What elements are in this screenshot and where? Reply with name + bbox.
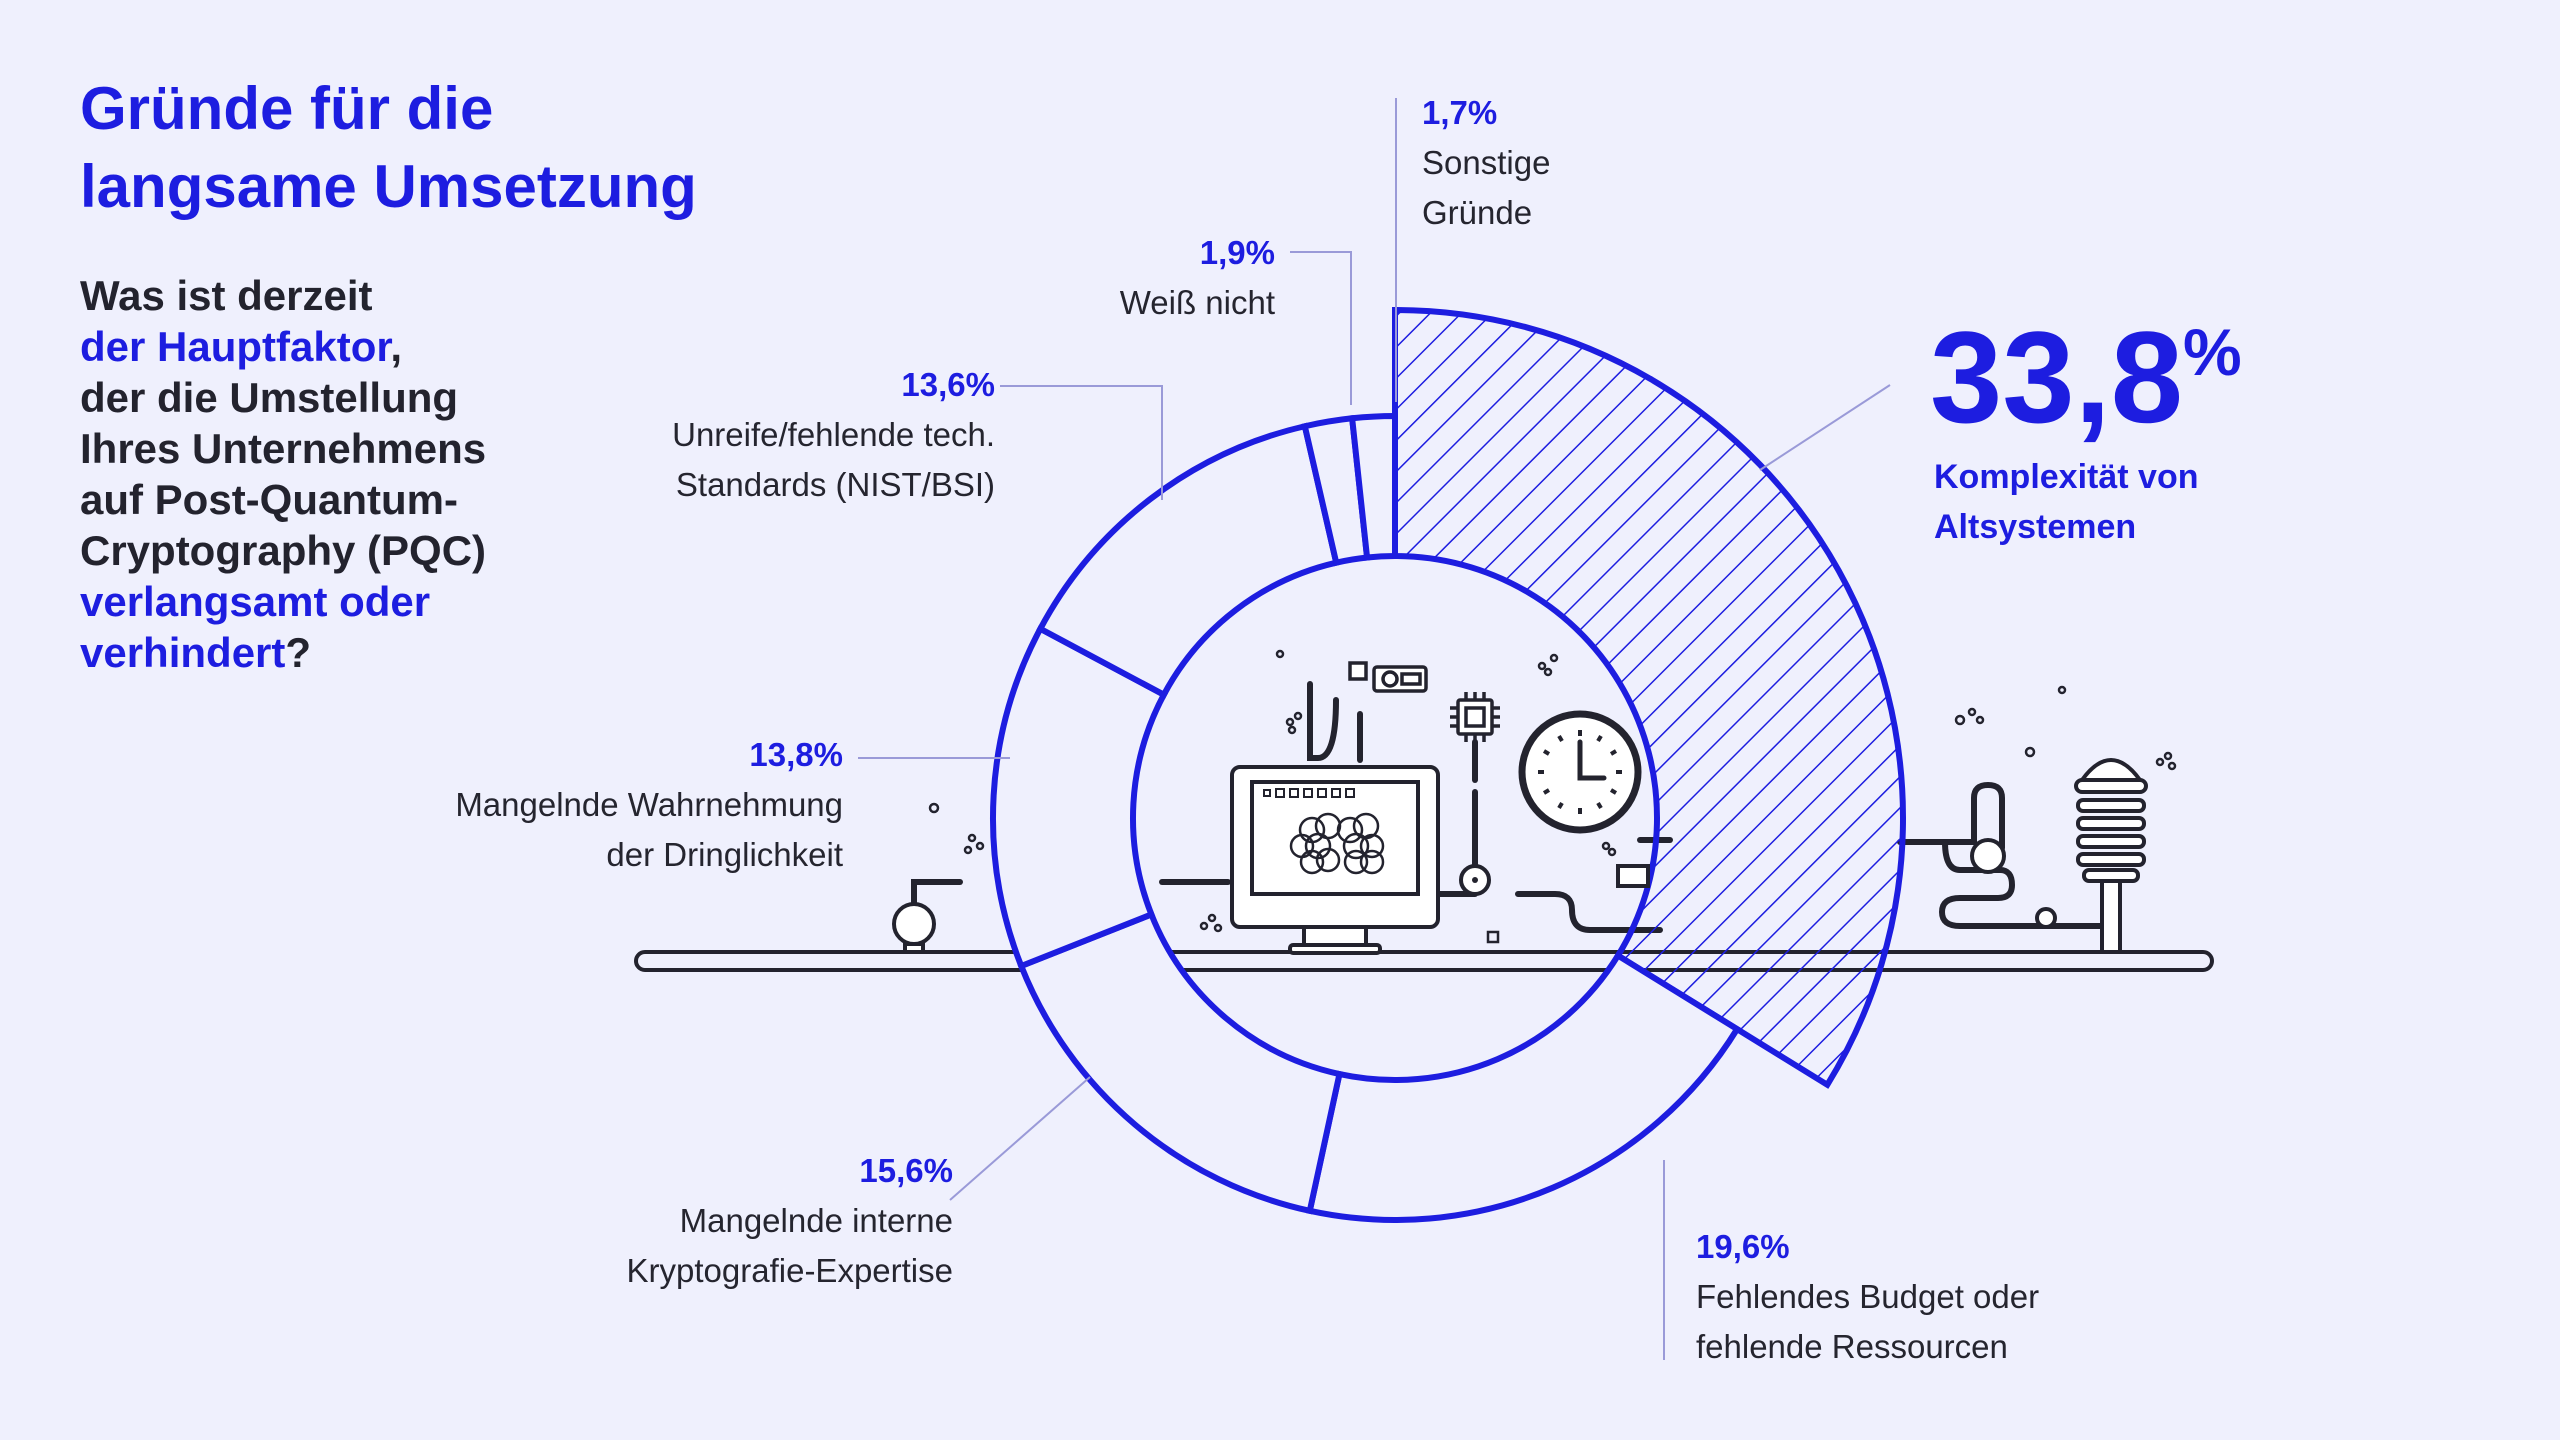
question-text-1: Was ist derzeit <box>80 272 373 319</box>
brain-icon <box>1289 812 1385 875</box>
clock-icon <box>1518 710 1642 834</box>
question-text-2: , <box>390 323 403 370</box>
monitor-icon <box>1230 765 1440 955</box>
slice-value-budget: 19,6% <box>1696 1228 1790 1265</box>
radio-icon <box>1348 661 1428 693</box>
slice-label-unknown: 1,9% Weiß nicht <box>1000 228 1275 328</box>
leader-lines <box>858 98 1891 1360</box>
donut-slice-budget <box>1306 951 1742 1223</box>
gauge-icon <box>892 902 936 954</box>
slice-value-unknown: 1,9% <box>1199 234 1275 271</box>
question-highlight-2: verlangsamt oder <box>80 578 431 625</box>
question-text-6: Cryptography (PQC) <box>80 527 487 574</box>
decor-dots <box>928 649 2177 933</box>
slice-text-expertise-1: Mangelnde interne <box>679 1202 953 1239</box>
slice-text-expertise-2: Kryptografie-Expertise <box>626 1252 953 1289</box>
survey-question: Was ist derzeit der Hauptfaktor, der die… <box>80 270 640 678</box>
chip-icon <box>1450 692 1500 742</box>
page-title: Gründe für die langsame Umsetzung <box>80 70 980 226</box>
slice-value-other: 1,7% <box>1422 94 1498 131</box>
highlight-label: Komplexität von Altsystemen <box>1934 452 2198 552</box>
question-highlight-3: verhindert <box>80 629 286 676</box>
slice-text-other-2: Gründe <box>1422 194 1533 231</box>
slice-text-budget-1: Fehlendes Budget oder <box>1696 1278 2040 1315</box>
slice-value-standards: 13,6% <box>901 366 995 403</box>
slice-value-expertise: 15,6% <box>859 1152 953 1189</box>
donut-slice-expertise <box>1017 910 1344 1215</box>
question-text-7: ? <box>285 629 312 676</box>
slice-text-standards-1: Unreife/fehlende tech. <box>672 416 995 453</box>
slice-label-expertise: 15,6% Mangelnde interne Kryptografie-Exp… <box>560 1146 953 1296</box>
pipe-knob-small <box>2035 907 2057 929</box>
screen-bar <box>1263 788 1355 798</box>
slice-text-urgency-1: Mangelnde Wahrnehmung <box>455 786 843 823</box>
pipe-knob <box>1970 838 2006 874</box>
slice-label-other: 1,7% Sonstige Gründe <box>1422 88 1550 238</box>
title-line-1: Gründe für die <box>80 75 494 142</box>
donut-slice-other <box>1348 412 1398 561</box>
donut-slice-standards <box>1036 422 1340 699</box>
valve-icon <box>1616 864 1650 888</box>
slice-text-unknown: Weiß nicht <box>1119 284 1275 321</box>
highlight-value: 33,8% <box>1930 312 2242 442</box>
slice-label-standards: 13,6% Unreife/fehlende tech. Standards (… <box>600 360 995 510</box>
question-text-5: auf Post-Quantum- <box>80 476 458 523</box>
ground-line <box>634 950 2214 972</box>
donut-segments <box>990 306 1907 1223</box>
question-highlight-1: der Hauptfaktor <box>80 323 391 370</box>
slice-label-budget: 19,6% Fehlendes Budget oder fehlende Res… <box>1696 1222 2039 1372</box>
highlight-label-line-2: Altsystemen <box>1934 508 2137 546</box>
slice-label-urgency: 13,8% Mangelnde Wahrnehmung der Dringlic… <box>400 730 843 880</box>
pipe-network <box>911 681 2113 933</box>
title-line-2: langsame Umsetzung <box>80 153 697 220</box>
slice-text-standards-2: Standards (NIST/BSI) <box>675 466 995 503</box>
slice-value-urgency: 13,8% <box>749 736 843 773</box>
slice-text-budget-2: fehlende Ressourcen <box>1696 1328 2008 1365</box>
donut-slice-legacy <box>1392 306 1907 1089</box>
highlight-percent-sign: % <box>2183 315 2242 389</box>
question-text-4: Ihres Unternehmens <box>80 425 487 472</box>
question-text-3: der die Umstellung <box>80 374 459 421</box>
highlight-label-line-1: Komplexität von <box>1934 458 2199 496</box>
slice-text-urgency-2: der Dringlichkeit <box>606 836 843 873</box>
highlight-number: 33,8 <box>1930 304 2184 450</box>
slice-text-other-1: Sonstige <box>1422 144 1551 181</box>
weather-station-icon <box>2074 758 2148 954</box>
